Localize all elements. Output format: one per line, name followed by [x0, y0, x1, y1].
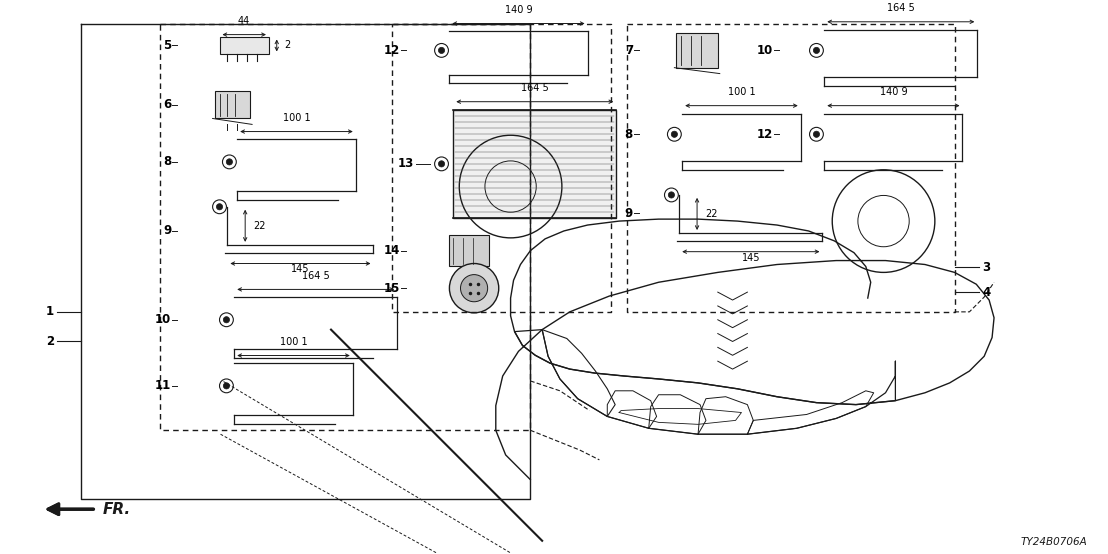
Text: 1: 1 — [45, 305, 54, 319]
Text: 5: 5 — [163, 39, 171, 52]
Text: 100 1: 100 1 — [279, 337, 307, 347]
Circle shape — [813, 47, 820, 54]
Text: 145: 145 — [741, 253, 760, 263]
Text: 9: 9 — [625, 207, 633, 220]
Text: 2: 2 — [285, 40, 291, 50]
Circle shape — [439, 161, 444, 167]
Text: 164 5: 164 5 — [301, 270, 329, 280]
Text: 22: 22 — [705, 209, 718, 219]
Text: 11: 11 — [155, 379, 171, 392]
Text: 3: 3 — [982, 261, 991, 274]
Text: 164 5: 164 5 — [886, 3, 915, 13]
Bar — [453, 110, 616, 218]
Text: 7: 7 — [625, 44, 633, 57]
Circle shape — [668, 192, 675, 198]
Circle shape — [226, 159, 233, 165]
Text: 10: 10 — [757, 44, 773, 57]
Text: 140 9: 140 9 — [504, 4, 532, 14]
Text: 15: 15 — [383, 281, 400, 295]
Circle shape — [224, 383, 229, 389]
Bar — [450, 235, 489, 266]
Circle shape — [813, 131, 820, 137]
Text: 140 9: 140 9 — [880, 87, 907, 97]
Text: 22: 22 — [253, 221, 266, 231]
Text: TY24B0706A: TY24B0706A — [1022, 537, 1088, 547]
Text: 9: 9 — [163, 224, 171, 238]
Text: 164 5: 164 5 — [521, 83, 548, 93]
Text: 4: 4 — [982, 286, 991, 299]
Circle shape — [671, 131, 677, 137]
Text: 2: 2 — [45, 335, 54, 348]
Bar — [219, 37, 269, 54]
Text: 12: 12 — [383, 44, 400, 57]
Text: 14: 14 — [383, 244, 400, 257]
Text: 8: 8 — [163, 155, 171, 168]
Text: 145: 145 — [291, 264, 309, 274]
Text: FR.: FR. — [103, 502, 131, 517]
Circle shape — [461, 275, 488, 302]
Bar — [676, 33, 718, 68]
Text: 10: 10 — [155, 313, 171, 326]
Bar — [215, 91, 250, 119]
Circle shape — [439, 47, 444, 54]
Text: 12: 12 — [757, 128, 773, 141]
Text: 6: 6 — [163, 98, 171, 111]
Text: 100 1: 100 1 — [728, 87, 756, 97]
Text: 44: 44 — [238, 16, 250, 25]
Text: 13: 13 — [398, 157, 414, 171]
Text: 8: 8 — [625, 128, 633, 141]
Text: 100 1: 100 1 — [283, 112, 310, 122]
Circle shape — [224, 317, 229, 323]
Circle shape — [216, 204, 223, 210]
Circle shape — [450, 264, 499, 313]
